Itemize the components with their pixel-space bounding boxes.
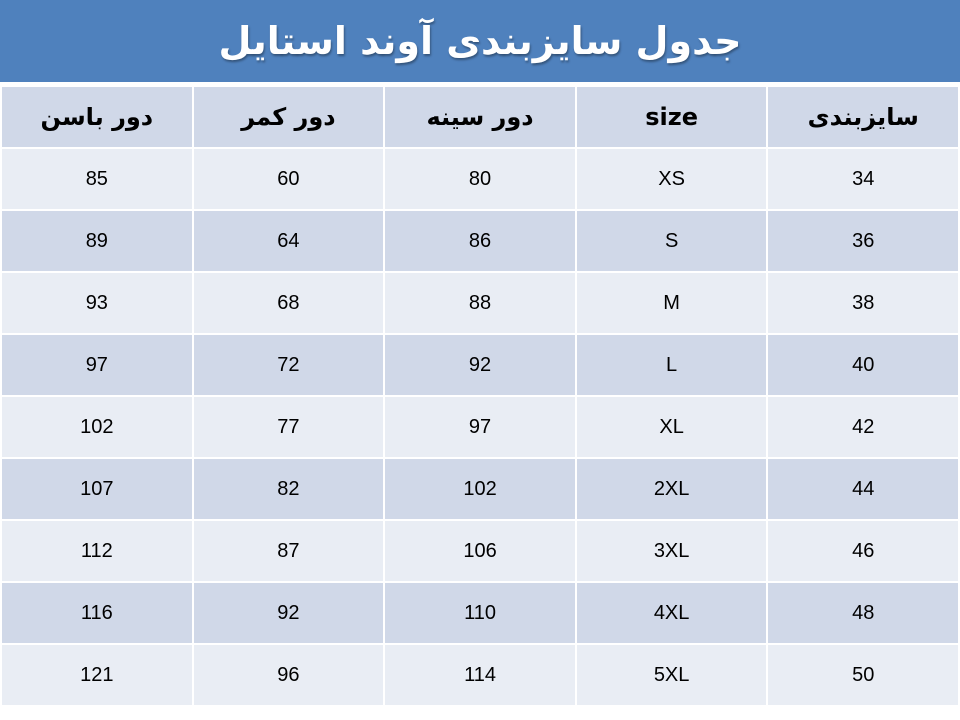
cell-waist: 92 [191,581,386,645]
cell-waist: 60 [191,147,386,211]
cell-chest: 106 [383,519,577,583]
cell-size-number: 40 [766,333,960,397]
cell-chest: 92 [383,333,577,397]
cell-chest: 110 [383,581,577,645]
cell-size-number: 42 [766,395,960,459]
table-row: 50 5XL 114 96 121 [0,643,960,707]
cell-size: 5XL [574,643,769,707]
cell-waist: 87 [191,519,386,583]
cell-size-number: 48 [766,581,960,645]
cell-hip: 93 [0,271,194,335]
table-row: 44 2XL 102 82 107 [0,457,960,521]
cell-size-number: 46 [766,519,960,583]
cell-hip: 89 [0,209,194,273]
table-row: 46 3XL 106 87 112 [0,519,960,583]
cell-hip: 107 [0,457,194,521]
table-row: 34 XS 80 60 85 [0,147,960,211]
header-row: سایزبندی size دور سینه دور کمر دور باسن [0,85,960,149]
header-hip: دور باسن [0,85,194,149]
cell-chest: 97 [383,395,577,459]
cell-size: XL [574,395,769,459]
cell-size-number: 34 [766,147,960,211]
cell-size: L [574,333,769,397]
cell-hip: 121 [0,643,194,707]
table-row: 42 XL 97 77 102 [0,395,960,459]
cell-size-number: 36 [766,209,960,273]
cell-size: 4XL [574,581,769,645]
page-title: جدول سایزبندی آوند استایل [0,0,960,82]
cell-waist: 77 [191,395,386,459]
cell-chest: 80 [383,147,577,211]
cell-chest: 86 [383,209,577,273]
header-size-number: سایزبندی [766,85,960,149]
cell-size: 2XL [574,457,769,521]
header-size: size [574,85,769,149]
header-waist: دور کمر [191,85,386,149]
cell-hip: 85 [0,147,194,211]
cell-hip: 102 [0,395,194,459]
cell-chest: 102 [383,457,577,521]
cell-waist: 82 [191,457,386,521]
cell-chest: 114 [383,643,577,707]
cell-size: M [574,271,769,335]
cell-size: XS [574,147,769,211]
cell-size-number: 38 [766,271,960,335]
table-row: 38 M 88 68 93 [0,271,960,335]
cell-hip: 116 [0,581,194,645]
cell-size: S [574,209,769,273]
cell-size-number: 44 [766,457,960,521]
table-row: 36 S 86 64 89 [0,209,960,273]
table-row: 48 4XL 110 92 116 [0,581,960,645]
size-table: سایزبندی size دور سینه دور کمر دور باسن … [0,85,960,707]
header-chest: دور سینه [383,85,577,149]
cell-chest: 88 [383,271,577,335]
cell-waist: 96 [191,643,386,707]
cell-waist: 64 [191,209,386,273]
cell-size: 3XL [574,519,769,583]
cell-waist: 68 [191,271,386,335]
cell-hip: 97 [0,333,194,397]
cell-hip: 112 [0,519,194,583]
cell-size-number: 50 [766,643,960,707]
table-row: 40 L 92 72 97 [0,333,960,397]
cell-waist: 72 [191,333,386,397]
